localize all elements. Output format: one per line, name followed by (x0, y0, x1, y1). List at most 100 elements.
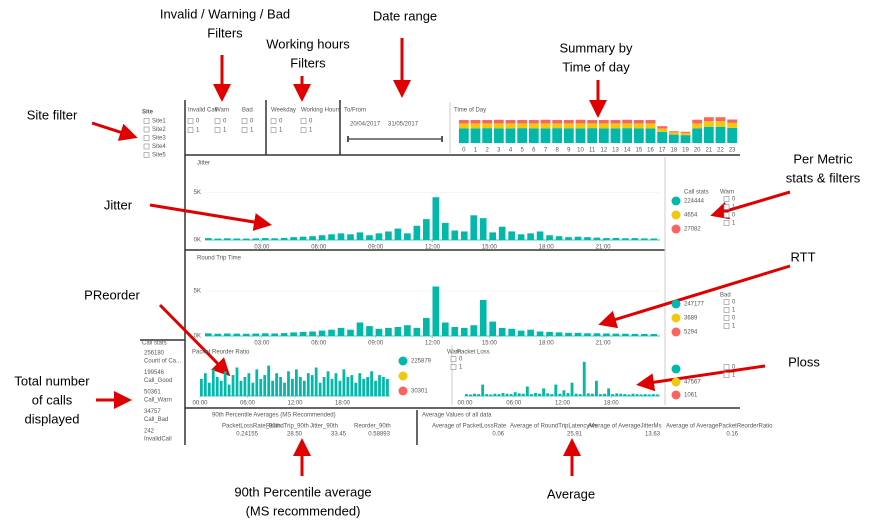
spike (394, 327, 402, 336)
spike (207, 382, 211, 396)
spike (271, 333, 278, 336)
annotation: Date range (373, 8, 437, 23)
bar-segment (458, 128, 469, 143)
x-tick-label: 13 (612, 148, 619, 154)
x-tick-label: 12:00 (555, 401, 571, 407)
x-tick-label: 8 (555, 148, 559, 154)
checkbox[interactable] (723, 372, 730, 378)
stats-count: 5294 (684, 330, 698, 336)
bar-segment (610, 128, 621, 143)
x-tick-label: 18 (670, 148, 677, 154)
checkbox[interactable] (723, 212, 730, 218)
x-tick-label: 17 (659, 148, 666, 154)
bar-segment (703, 117, 714, 122)
spike (239, 380, 243, 396)
checkbox[interactable] (214, 127, 221, 133)
spike (546, 331, 553, 336)
spike (489, 232, 497, 240)
spike (337, 327, 345, 336)
checkbox[interactable] (143, 126, 150, 133)
checkbox[interactable] (723, 196, 730, 202)
annotation: Working hours (266, 36, 350, 51)
checkbox[interactable] (723, 299, 730, 305)
checkbox[interactable] (143, 143, 150, 150)
card-title: Average Values of all data (422, 413, 492, 419)
spike (593, 237, 601, 240)
checkbox[interactable] (187, 127, 194, 133)
stats-label: Call_Bad (144, 417, 168, 423)
checkbox[interactable] (450, 356, 457, 362)
spike (283, 382, 286, 396)
spike (441, 322, 449, 336)
checkbox[interactable] (143, 152, 150, 158)
checkbox[interactable] (723, 364, 730, 370)
spike (385, 231, 392, 240)
checkbox[interactable] (723, 323, 730, 329)
checkbox[interactable] (187, 118, 194, 124)
spike (460, 231, 468, 240)
slider-handle[interactable] (347, 136, 349, 142)
chart-title: Jitter (197, 161, 210, 167)
spike (242, 238, 250, 240)
checkbox[interactable] (300, 118, 307, 124)
bar-segment (645, 123, 656, 129)
x-tick-label: 06:00 (240, 401, 256, 407)
spike (330, 378, 334, 396)
chart-title: Packet Reorder Ratio (192, 350, 250, 356)
slider-handle[interactable] (441, 136, 443, 142)
spike (470, 325, 478, 336)
spike (342, 369, 346, 396)
spike (328, 329, 335, 336)
spike (267, 365, 271, 396)
y-tick-label: 0K (194, 238, 201, 244)
column-value: 25.91 (567, 432, 583, 438)
checkbox[interactable] (270, 118, 277, 124)
stats-count: 47567 (684, 380, 701, 386)
x-tick-label: 10 (577, 148, 584, 154)
filter-option: 1 (732, 205, 736, 211)
spike (622, 333, 629, 336)
bar-segment (703, 121, 714, 127)
x-tick-label: 06:00 (311, 245, 327, 251)
spike (546, 393, 550, 396)
checkbox[interactable] (270, 127, 277, 133)
spike (479, 218, 487, 240)
checkbox[interactable] (723, 315, 730, 321)
spike (318, 235, 326, 240)
bar-segment (517, 123, 528, 129)
status-dot (671, 390, 681, 400)
bar-segment (692, 128, 703, 143)
checkbox[interactable] (241, 118, 248, 124)
status-dot (671, 377, 681, 387)
x-tick-label: 18:00 (539, 341, 555, 347)
spike (513, 392, 517, 396)
checkbox[interactable] (723, 204, 730, 210)
bar-segment (470, 128, 481, 143)
spike (356, 232, 364, 240)
bar-segment (680, 132, 691, 136)
y-tick-label: 0K (194, 334, 201, 340)
spike (508, 231, 515, 240)
checkbox[interactable] (300, 127, 307, 133)
chart-title: Packet Loss (457, 350, 490, 356)
spike (302, 380, 306, 396)
x-tick-label: 19 (682, 148, 689, 154)
checkbox[interactable] (450, 364, 457, 370)
spike (350, 375, 354, 396)
status-dot (671, 364, 681, 374)
checkbox[interactable] (214, 118, 221, 124)
column-header: Reorder_90th (354, 424, 391, 430)
checkbox[interactable] (723, 220, 730, 226)
checkbox[interactable] (241, 127, 248, 133)
checkbox[interactable] (143, 118, 150, 124)
spike (550, 394, 554, 396)
spike (231, 375, 235, 396)
filter-option: 1 (309, 128, 313, 134)
spike (205, 333, 212, 336)
y-tick-label: 5K (194, 190, 201, 196)
checkbox[interactable] (143, 135, 150, 141)
stats-label: Count of Ca... (144, 359, 181, 365)
spike (299, 331, 307, 336)
checkbox[interactable] (723, 307, 730, 313)
spike (574, 236, 582, 240)
